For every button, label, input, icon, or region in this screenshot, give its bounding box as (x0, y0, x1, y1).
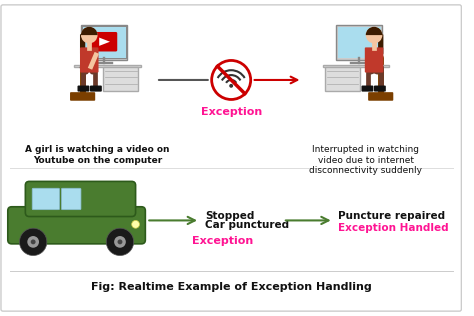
Text: Stopped: Stopped (205, 211, 254, 221)
FancyBboxPatch shape (74, 65, 141, 67)
FancyBboxPatch shape (374, 86, 386, 92)
FancyBboxPatch shape (32, 188, 60, 210)
FancyBboxPatch shape (80, 47, 99, 73)
FancyBboxPatch shape (26, 181, 136, 216)
FancyBboxPatch shape (8, 207, 146, 244)
FancyBboxPatch shape (62, 188, 81, 210)
FancyBboxPatch shape (362, 86, 374, 92)
Text: Interrupted in watching
video due to internet
disconnectivity suddenly: Interrupted in watching video due to int… (309, 145, 422, 175)
Text: Exception: Exception (201, 107, 262, 117)
FancyBboxPatch shape (378, 34, 383, 54)
FancyBboxPatch shape (80, 34, 85, 54)
Circle shape (132, 221, 139, 228)
FancyBboxPatch shape (323, 65, 389, 67)
FancyBboxPatch shape (325, 67, 360, 91)
FancyBboxPatch shape (365, 47, 383, 73)
Wedge shape (366, 27, 383, 35)
Circle shape (27, 236, 39, 248)
Text: Exception: Exception (192, 236, 253, 246)
Circle shape (118, 240, 122, 244)
Circle shape (31, 240, 36, 244)
FancyBboxPatch shape (1, 5, 461, 311)
Polygon shape (99, 38, 110, 46)
FancyBboxPatch shape (103, 67, 138, 91)
Circle shape (212, 60, 251, 100)
Circle shape (114, 236, 126, 248)
FancyBboxPatch shape (91, 32, 117, 52)
FancyBboxPatch shape (90, 86, 102, 92)
Circle shape (366, 27, 383, 43)
Text: Exception Handled: Exception Handled (338, 223, 449, 233)
FancyBboxPatch shape (336, 25, 383, 60)
Circle shape (229, 84, 233, 88)
Text: Car punctured: Car punctured (205, 221, 289, 230)
FancyBboxPatch shape (82, 27, 126, 58)
FancyBboxPatch shape (82, 27, 126, 58)
FancyBboxPatch shape (77, 86, 90, 92)
Circle shape (81, 27, 98, 43)
FancyBboxPatch shape (368, 92, 393, 101)
Text: Puncture repaired: Puncture repaired (338, 211, 446, 221)
Circle shape (19, 228, 47, 256)
FancyBboxPatch shape (337, 27, 381, 58)
FancyBboxPatch shape (70, 92, 95, 101)
Text: A girl is watching a video on
Youtube on the computer: A girl is watching a video on Youtube on… (25, 145, 170, 165)
Text: Fig: Realtime Example of Exception Handling: Fig: Realtime Example of Exception Handl… (91, 282, 372, 292)
FancyBboxPatch shape (81, 25, 128, 60)
Circle shape (106, 228, 134, 256)
Wedge shape (81, 27, 98, 35)
